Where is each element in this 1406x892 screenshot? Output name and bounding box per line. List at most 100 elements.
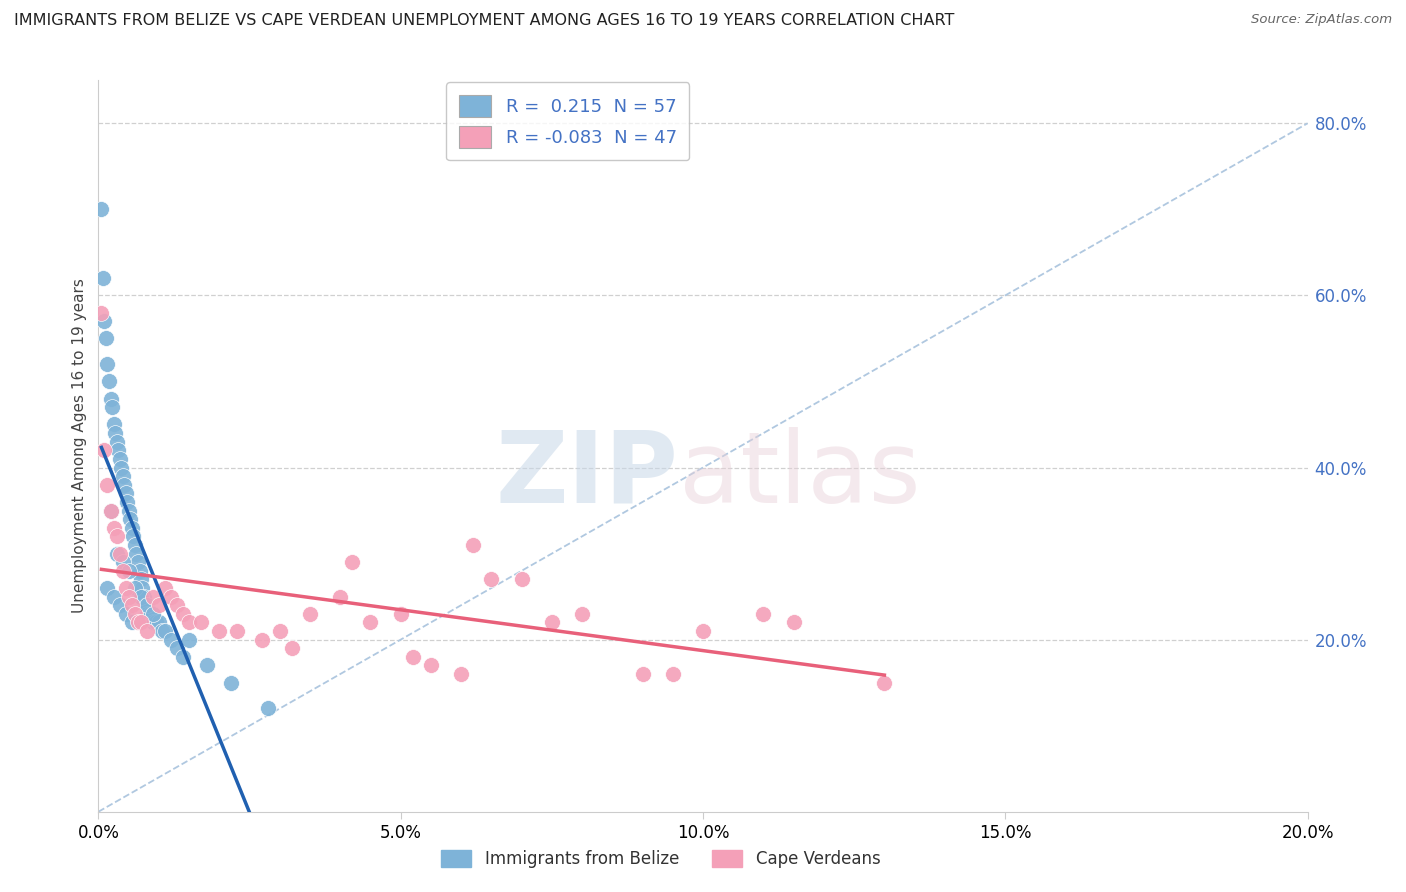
Point (631, 667, 654, 681)
Point (342, 555, 364, 569)
Point (135, 624, 157, 638)
Point (96, 581, 118, 595)
Point (118, 503, 141, 517)
Point (139, 607, 162, 621)
Point (179, 632, 201, 647)
Point (783, 615, 806, 630)
Point (104, 426, 127, 441)
Point (142, 607, 165, 621)
Point (153, 624, 176, 638)
Point (661, 667, 683, 681)
Point (122, 529, 145, 543)
Point (463, 538, 485, 552)
Point (111, 469, 134, 483)
Point (510, 573, 533, 587)
Point (142, 615, 165, 630)
Point (166, 598, 188, 612)
Text: IMMIGRANTS FROM BELIZE VS CAPE VERDEAN UNEMPLOYMENT AMONG AGES 16 TO 19 YEARS CO: IMMIGRANTS FROM BELIZE VS CAPE VERDEAN U… (14, 13, 955, 29)
Point (100, 503, 122, 517)
Point (90, 202, 112, 217)
Point (98, 375, 121, 389)
Point (153, 581, 176, 595)
Point (112, 477, 135, 491)
Point (540, 615, 562, 630)
Point (103, 417, 125, 432)
Point (256, 701, 278, 715)
Point (111, 564, 134, 578)
Point (195, 658, 218, 673)
Point (873, 675, 896, 690)
Point (93, 443, 115, 458)
Point (118, 590, 141, 604)
Y-axis label: Unemployment Among Ages 16 to 19 years: Unemployment Among Ages 16 to 19 years (72, 278, 87, 614)
Point (94, 331, 117, 345)
Point (281, 641, 304, 656)
Point (250, 632, 273, 647)
Point (129, 590, 152, 604)
Point (145, 615, 167, 630)
Point (172, 607, 194, 621)
Point (103, 590, 125, 604)
Point (114, 607, 136, 621)
Point (118, 512, 141, 526)
Point (91, 271, 114, 285)
Point (96, 357, 118, 371)
Point (127, 615, 149, 630)
Legend: Immigrants from Belize, Cape Verdeans: Immigrants from Belize, Cape Verdeans (434, 843, 887, 875)
Point (420, 658, 443, 673)
Point (221, 675, 243, 690)
Point (121, 598, 143, 612)
Point (148, 615, 170, 630)
Point (110, 460, 132, 475)
Point (135, 598, 157, 612)
Text: ZIP: ZIP (496, 426, 679, 524)
Point (299, 607, 322, 621)
Point (124, 607, 146, 621)
Point (208, 624, 231, 638)
Point (160, 590, 183, 604)
Point (226, 624, 249, 638)
Point (100, 401, 122, 415)
Point (117, 495, 139, 509)
Point (108, 598, 131, 612)
Point (100, 503, 122, 517)
Point (481, 573, 503, 587)
Point (450, 667, 472, 681)
Point (105, 529, 128, 543)
Point (402, 649, 425, 664)
Point (150, 624, 173, 638)
Point (105, 434, 128, 449)
Point (131, 581, 153, 595)
Point (129, 573, 152, 587)
Point (100, 392, 122, 406)
Point (124, 581, 146, 595)
Point (160, 632, 183, 647)
Point (329, 590, 352, 604)
Point (121, 521, 143, 535)
Point (172, 649, 194, 664)
Point (166, 641, 188, 656)
Point (114, 486, 136, 500)
Point (108, 547, 131, 561)
Point (93, 314, 115, 328)
Point (142, 590, 165, 604)
Point (121, 615, 143, 630)
Point (132, 590, 155, 604)
Point (135, 607, 157, 621)
Point (389, 607, 412, 621)
Point (360, 615, 382, 630)
Point (129, 615, 152, 630)
Point (111, 555, 134, 569)
Legend: R =  0.215  N = 57, R = -0.083  N = 47: R = 0.215 N = 57, R = -0.083 N = 47 (446, 82, 689, 161)
Point (105, 547, 128, 561)
Point (128, 564, 150, 578)
Point (148, 598, 170, 612)
Point (571, 607, 593, 621)
Point (752, 607, 775, 621)
Point (114, 581, 136, 595)
Point (107, 443, 129, 458)
Point (692, 624, 714, 638)
Point (118, 564, 141, 578)
Point (108, 451, 131, 466)
Text: Source: ZipAtlas.com: Source: ZipAtlas.com (1251, 13, 1392, 27)
